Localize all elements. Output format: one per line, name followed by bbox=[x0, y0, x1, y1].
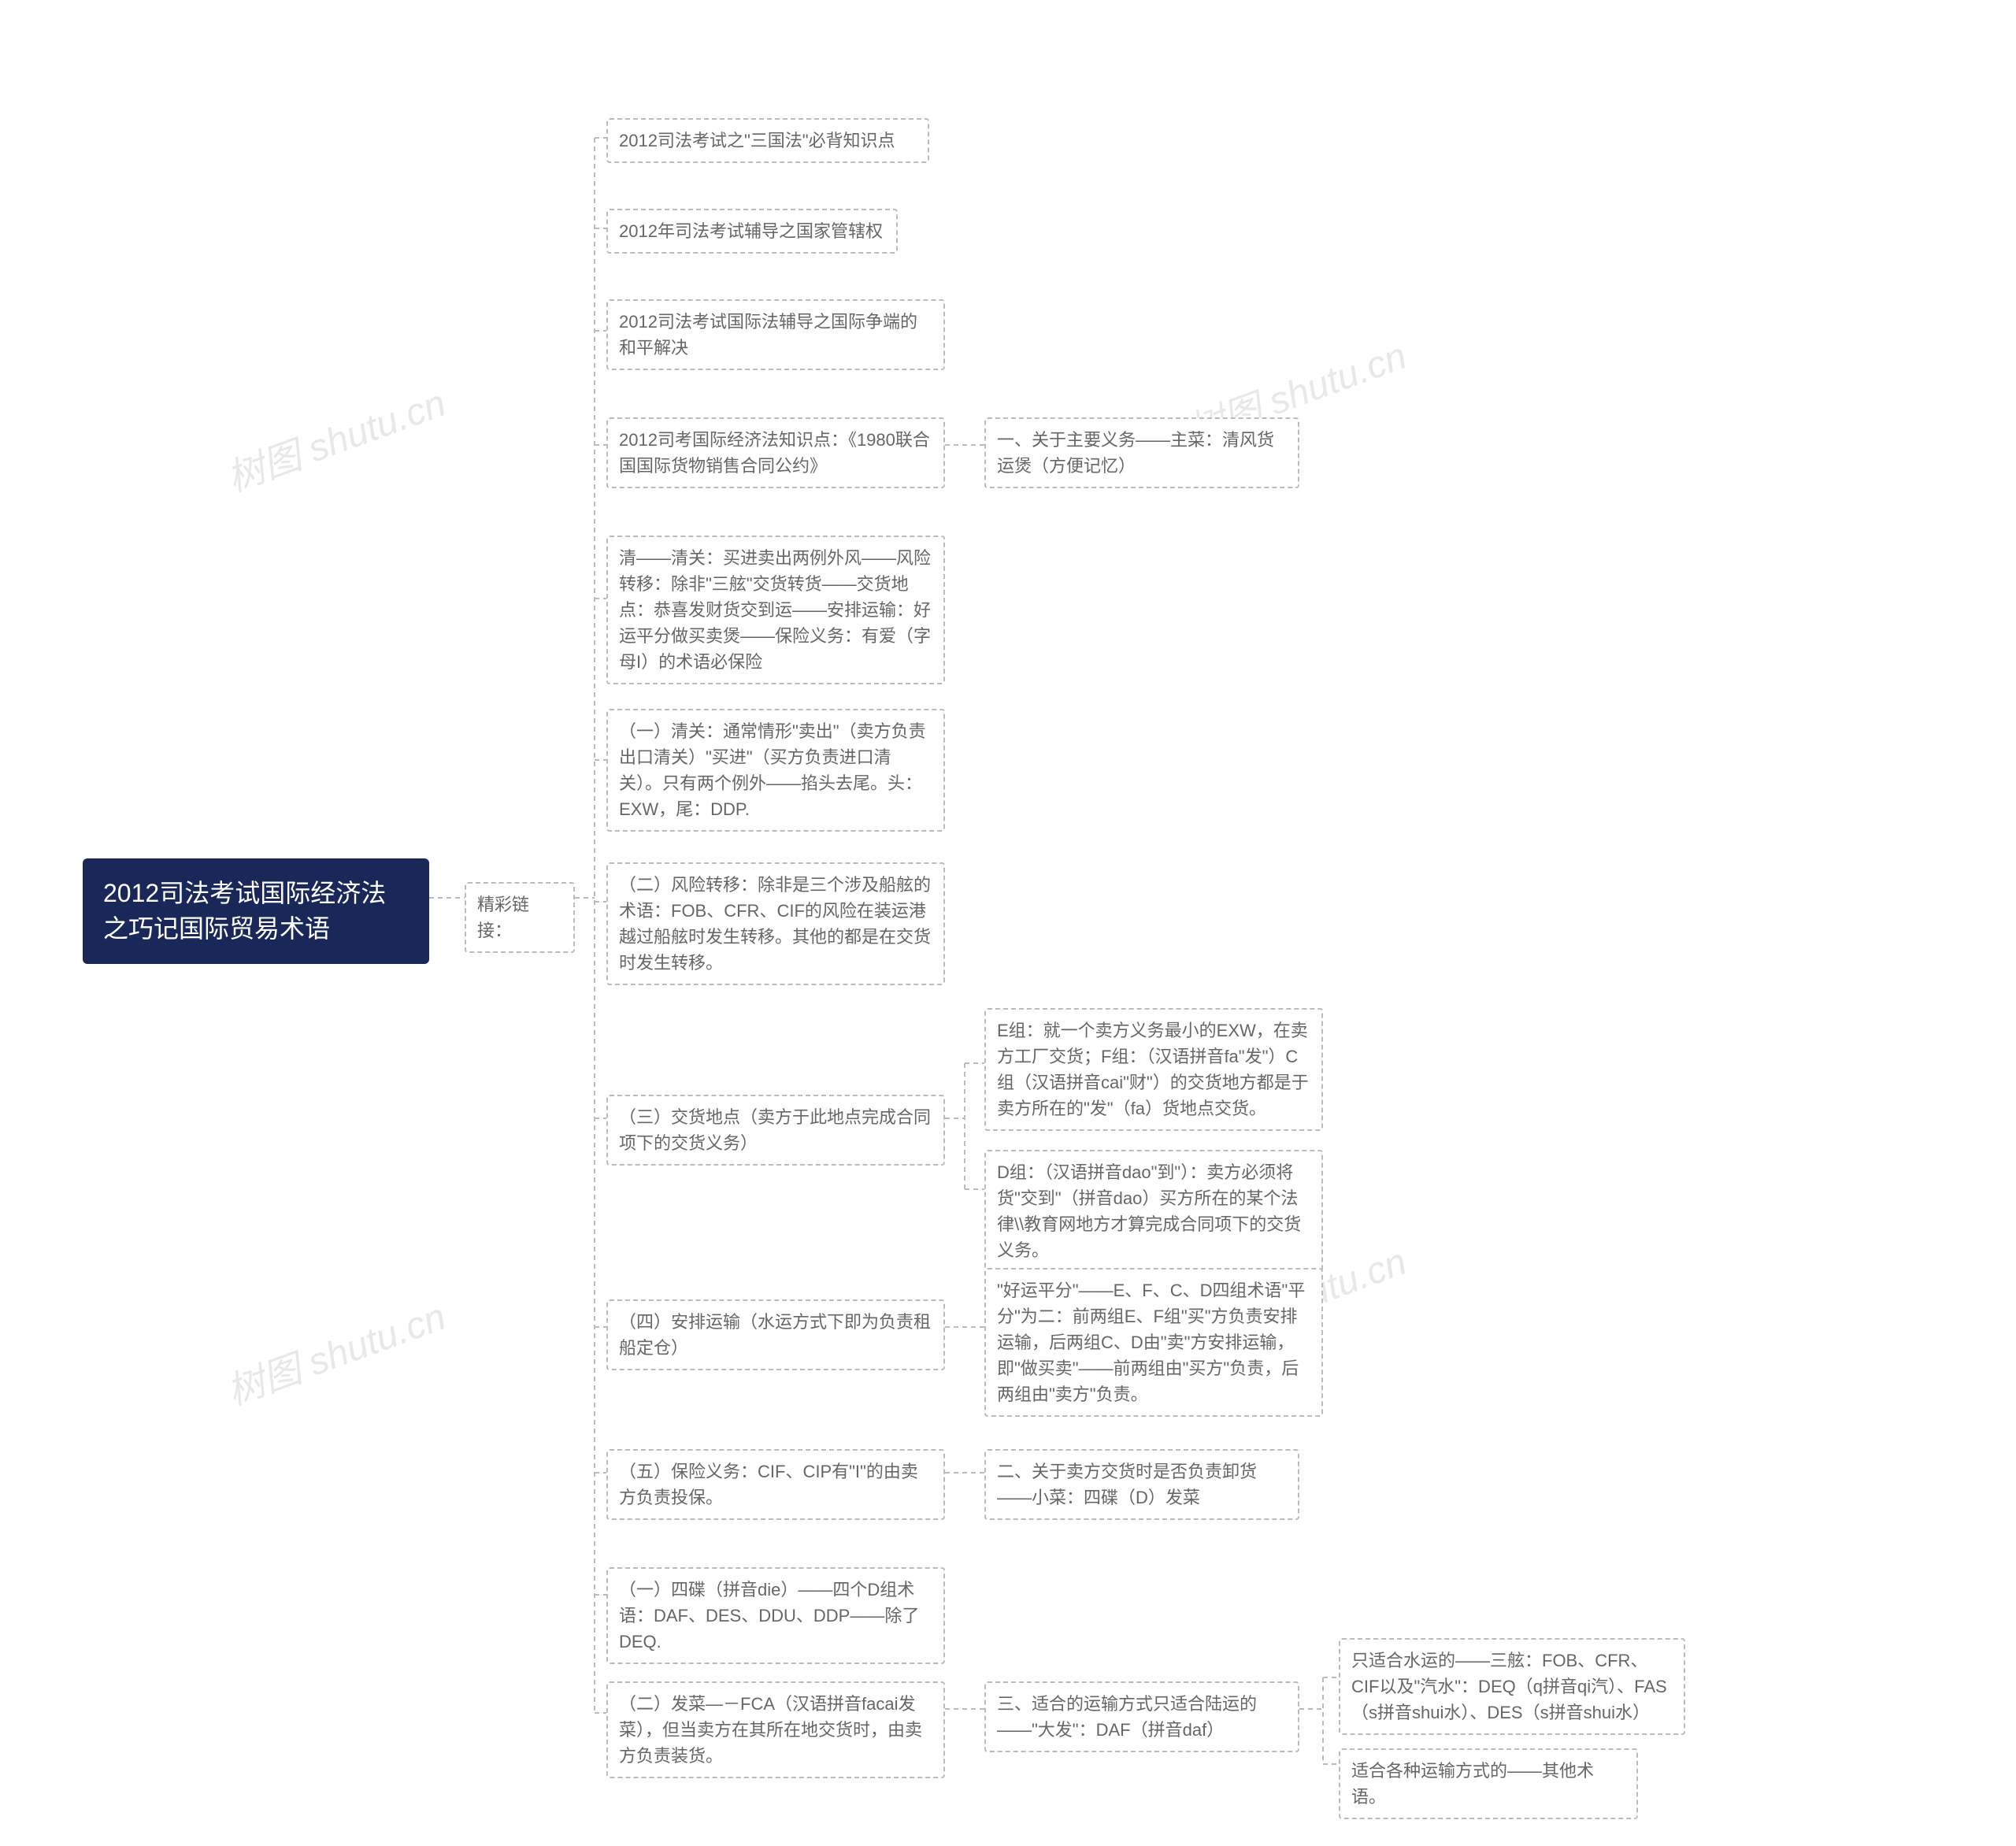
leaf-node[interactable]: "好运平分"——E、F、C、D四组术语"平分"为二：前两组E、F组"买"方负责安… bbox=[984, 1268, 1323, 1417]
leaf-node[interactable]: E组：就一个卖方义务最小的EXW，在卖方工厂交货；F组：（汉语拼音fa"发"）C… bbox=[984, 1008, 1323, 1131]
watermark: 树图 shutu.cn bbox=[218, 372, 452, 502]
leaf-node[interactable]: （二）发菜—－FCA（汉语拼音facai发菜），但当卖方在其所在地交货时，由卖方… bbox=[606, 1681, 945, 1778]
leaf-node[interactable]: （五）保险义务：CIF、CIP有"I"的由卖方负责投保。 bbox=[606, 1449, 945, 1520]
leaf-node[interactable]: （四）安排运输（水运方式下即为负责租船定仓） bbox=[606, 1299, 945, 1370]
leaf-node[interactable]: 二、关于卖方交货时是否负责卸货——小菜：四碟（D）发菜 bbox=[984, 1449, 1299, 1520]
watermark: 树图 shutu.cn bbox=[218, 1285, 452, 1415]
leaf-node[interactable]: （三）交货地点（卖方于此地点完成合同项下的交货义务） bbox=[606, 1095, 945, 1166]
leaf-node[interactable]: （一）清关：通常情形"卖出"（卖方负责出口清关）"买进"（买方负责进口清关）。只… bbox=[606, 709, 945, 832]
leaf-node[interactable]: （二）风险转移：除非是三个涉及船舷的术语：FOB、CFR、CIF的风险在装运港越… bbox=[606, 862, 945, 985]
leaf-node[interactable]: 三、适合的运输方式只适合陆运的——"大发"：DAF（拼音daf） bbox=[984, 1681, 1299, 1752]
leaf-node[interactable]: D组：（汉语拼音dao"到"）：卖方必须将货"交到"（拼音dao）买方所在的某个… bbox=[984, 1150, 1323, 1273]
branch-node[interactable]: 精彩链接： bbox=[465, 882, 575, 953]
leaf-node[interactable]: （一）四碟（拼音die）——四个D组术语：DAF、DES、DDU、DDP——除了… bbox=[606, 1567, 945, 1664]
leaf-node[interactable]: 只适合水运的——三舷：FOB、CFR、CIF以及"汽水"：DEQ（q拼音qi汽）… bbox=[1339, 1638, 1685, 1735]
leaf-node[interactable]: 一、关于主要义务——主菜：清风货运煲（方便记忆） bbox=[984, 417, 1299, 488]
leaf-node[interactable]: 适合各种运输方式的——其他术语。 bbox=[1339, 1748, 1638, 1819]
leaf-node[interactable]: 2012司法考试之"三国法"必背知识点 bbox=[606, 118, 929, 163]
leaf-node[interactable]: 2012年司法考试辅导之国家管辖权 bbox=[606, 209, 898, 254]
leaf-node[interactable]: 清——清关：买进卖出两例外风——风险转移：除非"三舷"交货转货——交货地点：恭喜… bbox=[606, 536, 945, 684]
leaf-node[interactable]: 2012司考国际经济法知识点：《1980联合国国际货物销售合同公约》 bbox=[606, 417, 945, 488]
root-node[interactable]: 2012司法考试国际经济法之巧记国际贸易术语 bbox=[83, 858, 429, 964]
leaf-node[interactable]: 2012司法考试国际法辅导之国际争端的和平解决 bbox=[606, 299, 945, 370]
